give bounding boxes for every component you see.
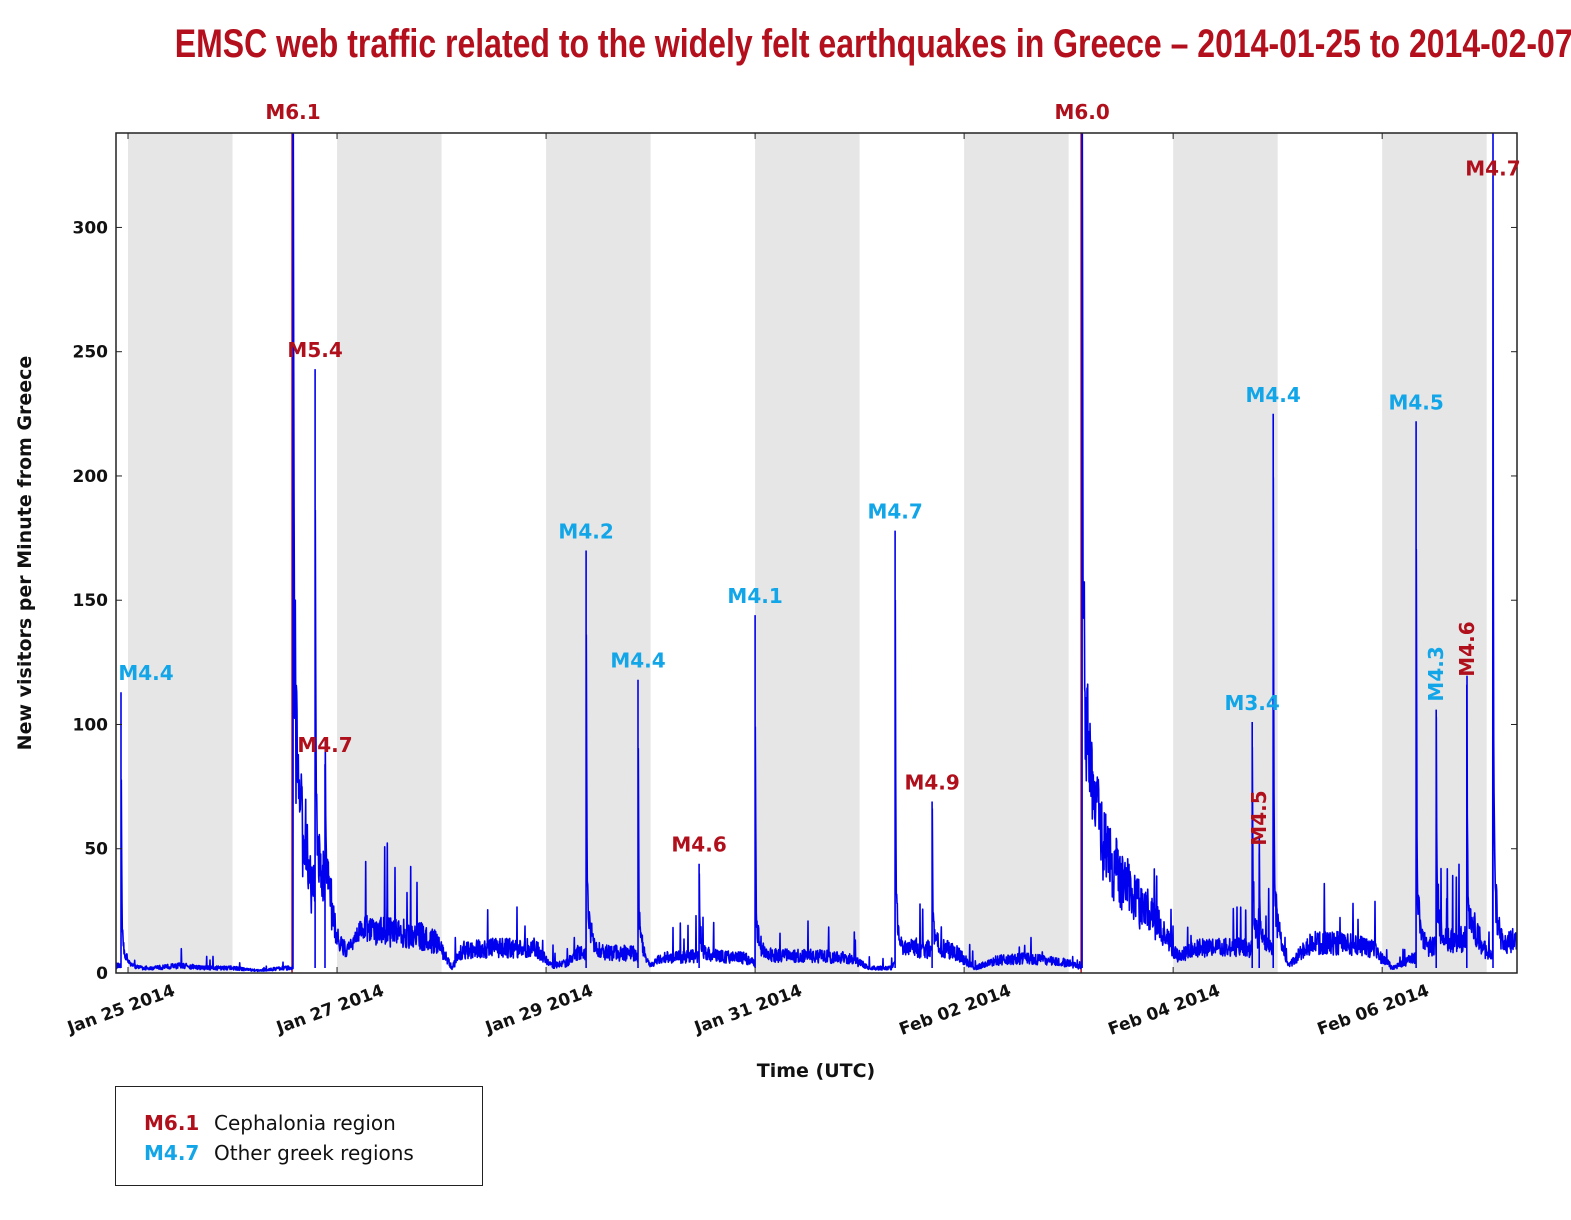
legend-text: Cephalonia region (214, 1111, 396, 1135)
night-band (337, 133, 442, 973)
night-band (1173, 133, 1278, 973)
event-label: M4.6 (1455, 621, 1479, 676)
event-label: M4.5 (1388, 390, 1443, 414)
legend: M6.1 Cephalonia region M4.7 Other greek re… (115, 1086, 483, 1186)
y-tick-label: 100 (73, 715, 109, 735)
event-label: M6.1 (265, 100, 320, 124)
event-label: M4.4 (610, 649, 665, 673)
event-label: M5.4 (287, 338, 342, 362)
night-band (964, 133, 1069, 973)
event-label: M4.3 (1424, 646, 1448, 701)
event-label: M4.4 (118, 661, 173, 685)
legend-mag: M6.1 (144, 1111, 200, 1135)
y-tick-label: 50 (84, 840, 108, 860)
legend-text: Other greek regions (214, 1141, 414, 1165)
event-annotations: M4.4 M6.1 M5.4 M4.7 M4.2 M4.4 M4.6 M4.1 M4.7 M4.9… (118, 100, 1520, 857)
event-label: M4.4 (1245, 383, 1300, 407)
legend-entry-other: M4.7 Other greek regions (144, 1141, 414, 1165)
y-tick-label: 200 (73, 467, 109, 487)
x-axis-label: Time (UTC) (757, 1060, 875, 1082)
x-tick-label: Feb 04 2014 (1106, 981, 1223, 1040)
x-tick-label: Jan 29 2014 (482, 981, 596, 1039)
night-band (128, 133, 233, 973)
legend-mag: M4.7 (144, 1141, 200, 1165)
chart-title: EMSC web traffic related to the widely f… (0, 22, 1571, 67)
event-label: M4.5 (1247, 790, 1271, 845)
y-tick-label: 250 (73, 343, 109, 363)
night-band (1382, 133, 1487, 973)
night-band (546, 133, 651, 973)
y-tick-label: 300 (73, 218, 109, 238)
event-marker-lines (291, 133, 1082, 973)
event-label: M4.7 (1465, 157, 1520, 181)
night-shading (128, 133, 1487, 973)
series-line-visitors (116, 133, 1517, 973)
event-label: M4.9 (904, 771, 959, 795)
event-label: M4.7 (867, 500, 922, 524)
y-tick-label: 150 (73, 591, 109, 611)
y-tick-label: 0 (96, 964, 108, 984)
x-tick-label: Jan 27 2014 (273, 981, 387, 1039)
event-label: M4.1 (727, 584, 782, 608)
series-layer (116, 133, 1517, 973)
event-label: M6.0 (1054, 100, 1109, 124)
event-label: M3.4 (1224, 691, 1279, 715)
x-tick-label: Jan 31 2014 (691, 981, 805, 1039)
x-tick-label: Feb 06 2014 (1315, 981, 1432, 1040)
event-label: M4.7 (297, 733, 352, 757)
plot-frame (115, 132, 1518, 974)
x-tick-label: Jan 25 2014 (64, 981, 178, 1039)
legend-entry-cephalonia: M6.1 Cephalonia region (144, 1111, 396, 1135)
event-label: M4.2 (558, 520, 613, 544)
chart-title-text: EMSC web traffic related to the widely f… (174, 22, 1571, 66)
night-band (755, 133, 860, 973)
event-label: M4.6 (671, 833, 726, 857)
y-axis-label: New visitors per Minute from Greece (14, 356, 36, 751)
x-tick-label: Feb 02 2014 (897, 981, 1014, 1040)
